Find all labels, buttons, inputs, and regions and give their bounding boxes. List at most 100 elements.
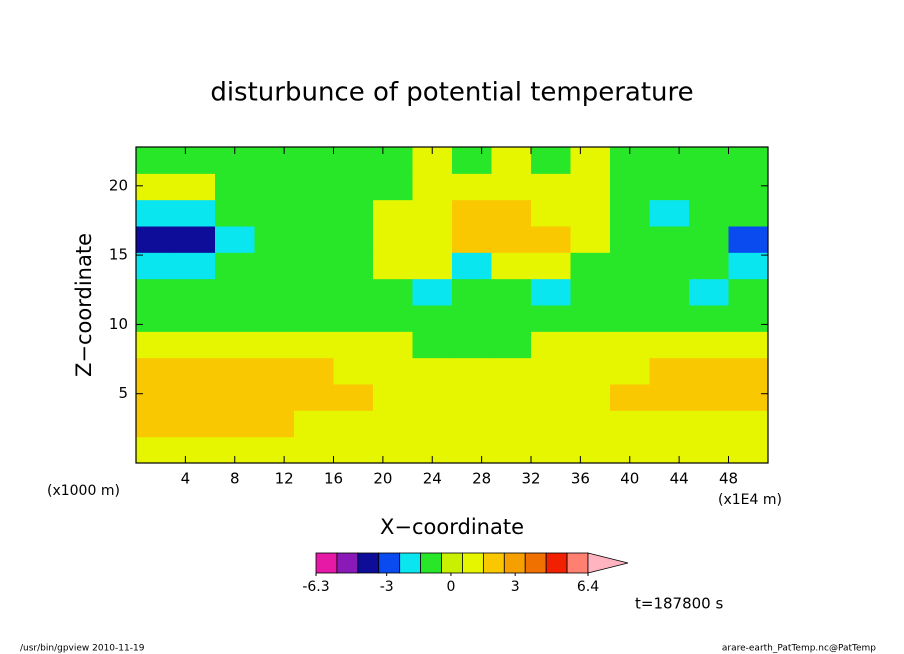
field-cell <box>412 384 453 411</box>
field-cell <box>728 147 769 174</box>
field-cell <box>531 384 571 411</box>
field-cell <box>254 384 295 411</box>
field-cell <box>254 173 295 201</box>
field-cell <box>412 305 453 332</box>
field-cell <box>610 357 650 385</box>
field <box>136 147 769 464</box>
field-cell <box>610 252 650 280</box>
y-tick-label: 10 <box>109 315 128 333</box>
field-cell <box>333 410 374 438</box>
x-tick-label: 24 <box>423 470 442 488</box>
field-cell <box>215 305 255 332</box>
field-cell <box>531 173 571 201</box>
field-cell <box>333 331 374 359</box>
field-cell <box>333 147 374 174</box>
x-tick-label: 12 <box>275 470 294 488</box>
field-cell <box>491 436 532 464</box>
field-cell <box>570 357 611 385</box>
field-cell <box>333 278 374 306</box>
field-cell <box>689 436 729 464</box>
field-cell <box>570 278 611 306</box>
field-cell <box>728 305 769 332</box>
field-cell <box>333 199 374 227</box>
field-cell <box>531 252 571 280</box>
y-axis-label: Z−coordinate <box>72 233 96 377</box>
field-cell <box>531 357 571 385</box>
field-cell <box>215 384 255 411</box>
field-cell <box>254 357 295 385</box>
field-cell <box>649 357 690 385</box>
field-cell <box>570 147 611 174</box>
field-cell <box>610 384 650 411</box>
field-cell <box>373 305 413 332</box>
field-cell <box>215 331 255 359</box>
field-cell <box>294 305 334 332</box>
colorbar-tick-label: -3 <box>380 579 394 595</box>
field-cell <box>175 436 216 464</box>
footer-right: arare-earth_PatTemp.nc@PatTemp <box>722 644 876 654</box>
field-cell <box>294 173 334 201</box>
colorbar-box <box>357 552 380 574</box>
field-cell <box>412 331 453 359</box>
field-cell <box>610 278 650 306</box>
field-cell <box>333 357 374 385</box>
field-cell <box>136 384 176 411</box>
field-cell <box>136 226 176 253</box>
field-cell <box>452 252 492 280</box>
field-cell <box>412 410 453 438</box>
field-cell <box>333 226 374 253</box>
field-cell <box>689 331 729 359</box>
field-cell <box>254 147 295 174</box>
field-cell <box>373 436 413 464</box>
field-cell <box>294 357 334 385</box>
colorbar-tick-label: -6.3 <box>302 579 329 595</box>
field-cell <box>215 357 255 385</box>
field-cell <box>728 278 769 306</box>
field-cell <box>333 305 374 332</box>
field-cell <box>175 147 216 174</box>
x-unit-label: (x1E4 m) <box>718 492 782 508</box>
field-cell <box>373 384 413 411</box>
field-cell <box>491 384 532 411</box>
field-cell <box>689 173 729 201</box>
field-cell <box>570 305 611 332</box>
field-cell <box>175 410 216 438</box>
field-cell <box>373 252 413 280</box>
field-cell <box>649 384 690 411</box>
field-cell <box>531 331 571 359</box>
field-cell <box>491 199 532 227</box>
field-cell <box>689 357 729 385</box>
field-cell <box>373 331 413 359</box>
x-tick-label: 4 <box>181 470 191 488</box>
field-cell <box>254 199 295 227</box>
chart-title: disturbunce of potential temperature <box>210 78 693 108</box>
field-cell <box>649 173 690 201</box>
field-cell <box>728 410 769 438</box>
field-cell <box>136 173 176 201</box>
field-cell <box>175 305 216 332</box>
x-tick-label: 28 <box>472 470 491 488</box>
field-cell <box>294 226 334 253</box>
colorbar-tick-label: 3 <box>511 579 520 595</box>
colorbar-box <box>399 552 422 574</box>
field-cell <box>373 173 413 201</box>
field-cell <box>610 173 650 201</box>
field-cell <box>333 252 374 280</box>
field-cell <box>175 199 216 227</box>
field-cell <box>728 436 769 464</box>
field-cell <box>689 252 729 280</box>
field-cell <box>531 305 571 332</box>
colorbar-box <box>503 552 526 574</box>
field-cell <box>570 410 611 438</box>
field-cell <box>689 384 729 411</box>
field-cell <box>333 436 374 464</box>
field-cell <box>136 147 176 174</box>
field-cell <box>689 226 729 253</box>
field-cell <box>570 252 611 280</box>
field-cell <box>531 436 571 464</box>
colorbar-box <box>462 552 484 574</box>
field-cell <box>689 305 729 332</box>
field-cell <box>649 147 690 174</box>
colorbar-box <box>566 552 589 574</box>
